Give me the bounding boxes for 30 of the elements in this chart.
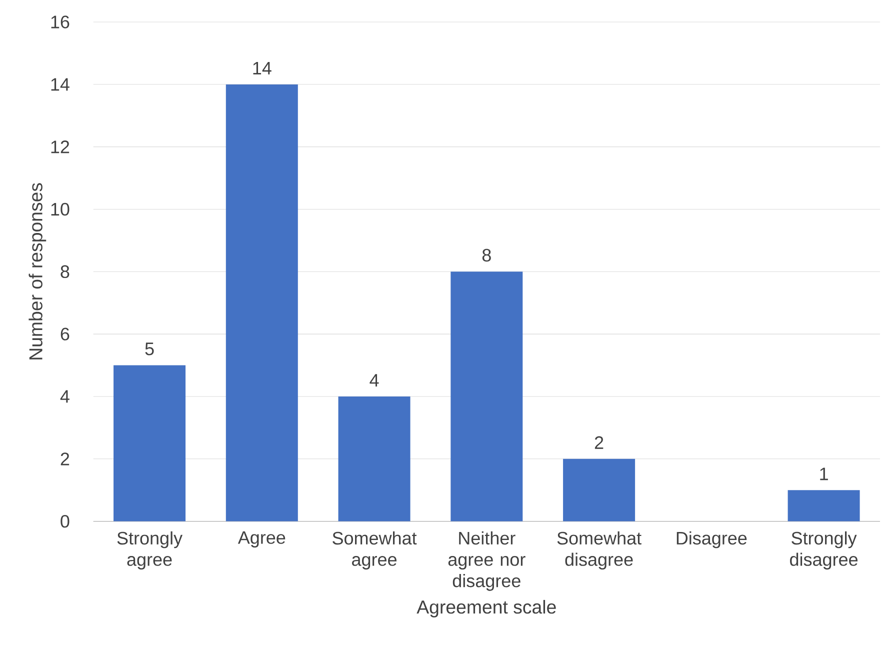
y-tick-label: 10 bbox=[51, 202, 70, 216]
x-axis-title: Agreement scale bbox=[416, 600, 556, 618]
y-tick-label: 12 bbox=[51, 140, 70, 154]
bar bbox=[226, 84, 298, 522]
y-axis-title: Number of responses bbox=[28, 183, 46, 360]
x-tick-label: Neither agree nor disagree bbox=[448, 531, 526, 591]
x-tick-label: Disagree bbox=[676, 531, 747, 548]
bar bbox=[450, 272, 523, 522]
y-tick-label: 2 bbox=[60, 452, 70, 466]
x-tick-label: Agree bbox=[238, 531, 286, 548]
data-label: 1 bbox=[820, 468, 828, 480]
bar bbox=[563, 458, 636, 522]
data-label: 4 bbox=[370, 374, 379, 386]
data-label: 8 bbox=[482, 248, 491, 262]
x-tick-label: Strongly disagree bbox=[790, 531, 858, 570]
bar bbox=[788, 490, 860, 522]
y-tick-label: 0 bbox=[60, 514, 70, 528]
data-label: 2 bbox=[594, 436, 604, 449]
y-tick-label: 6 bbox=[60, 328, 70, 340]
y-tick-label: 4 bbox=[60, 390, 70, 403]
bar bbox=[114, 365, 186, 522]
y-tick-label: 8 bbox=[60, 265, 70, 278]
x-tick-label: Somewhat agree bbox=[332, 531, 417, 570]
data-label: 5 bbox=[145, 342, 154, 356]
data-label: 14 bbox=[253, 62, 272, 74]
y-tick-label: 14 bbox=[51, 78, 70, 91]
x-tick-label: Strongly agree bbox=[117, 531, 183, 570]
x-tick-label: Somewhat disagree bbox=[557, 531, 642, 570]
y-tick-label: 16 bbox=[51, 16, 70, 28]
bar bbox=[338, 396, 410, 522]
